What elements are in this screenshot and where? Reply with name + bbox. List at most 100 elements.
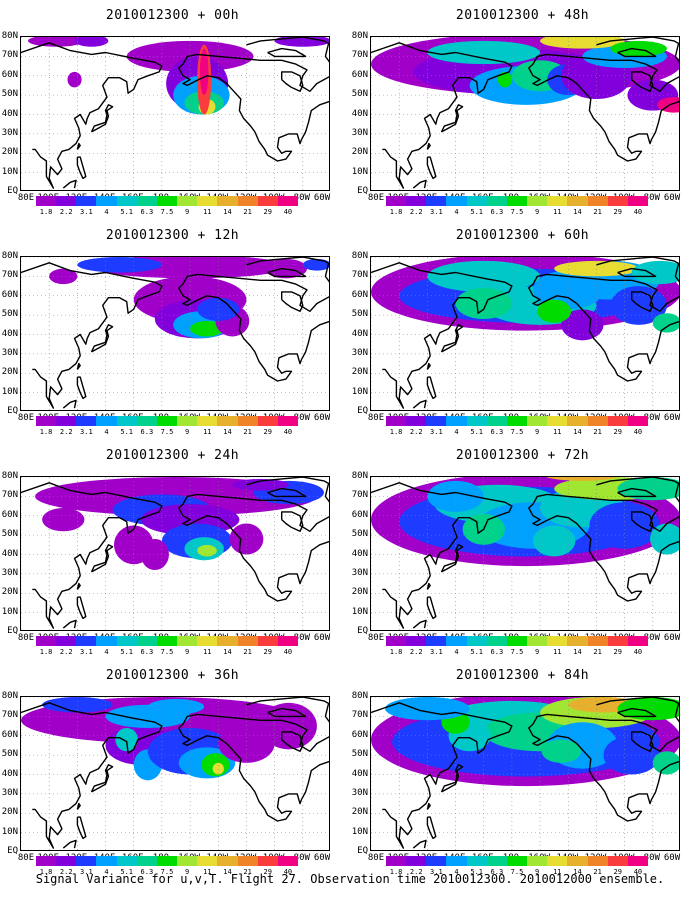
colorbar-label: 21	[593, 208, 602, 216]
lat-label: 30N	[1, 787, 18, 798]
colorbar-swatch	[466, 856, 487, 866]
lat-label: EQ	[357, 406, 368, 416]
coastline	[90, 324, 114, 353]
map-panel-36h: 2010012300 + 36h 80N 70N 60N 50N 40N 30N 20N 10N…	[0, 660, 345, 885]
colorbar-swatch	[96, 636, 117, 646]
colorbar-swatch	[446, 636, 467, 646]
colorbar-label: 14	[223, 208, 232, 216]
colorbar-label: 14	[573, 428, 582, 436]
coastline	[21, 702, 163, 849]
colorbar-swatch	[527, 636, 548, 646]
map-panel-00h: 2010012300 + 00h 80N 70N 60N 50N 40N 30N 20N 10N…	[0, 0, 345, 225]
coastline	[76, 816, 87, 840]
map-plot	[20, 476, 330, 631]
colorbar-label: 11	[553, 868, 562, 876]
colorbar-label: 1.8	[39, 428, 53, 436]
colorbar-swatch	[466, 196, 487, 206]
variance-contour	[218, 724, 275, 763]
colorbar-swatch	[217, 856, 238, 866]
colorbar-label: 40	[633, 648, 643, 656]
colorbar-label: 4	[454, 648, 459, 656]
variance-contour	[554, 260, 639, 277]
colorbar-swatch	[587, 196, 608, 206]
colorbar-swatch	[237, 636, 258, 646]
colorbar-label: 1.8	[389, 868, 403, 876]
lat-label: EQ	[7, 626, 18, 636]
colorbar-label: 11	[553, 428, 562, 436]
colorbar	[386, 416, 649, 426]
colorbar-label: 3.1	[430, 868, 443, 876]
coastline	[76, 582, 81, 590]
panel-title: 2010012300 + 00h	[105, 8, 240, 23]
colorbar-label: 3.1	[80, 208, 93, 216]
colorbar-label: 11	[553, 648, 562, 656]
colorbar-swatch	[277, 636, 299, 646]
colorbar-swatch	[446, 856, 467, 866]
colorbar-label: 9	[535, 208, 540, 216]
variance-contour	[541, 739, 581, 763]
coastline	[674, 42, 679, 63]
colorbar-label: 7.5	[510, 648, 524, 656]
coastline	[440, 764, 464, 793]
lat-label: 50N	[351, 529, 368, 540]
colorbar-label: 9	[535, 428, 540, 436]
colorbar-label: 4	[454, 428, 459, 436]
map-svg	[371, 257, 679, 410]
map-panel-72h: 2010012300 + 72h 80N 70N 60N 50N 40N 30N 20N 10N…	[350, 440, 695, 665]
lat-label: 50N	[351, 89, 368, 100]
coastline	[528, 493, 679, 602]
colorbar-swatch	[567, 636, 588, 646]
colorbar	[386, 196, 649, 206]
coastline	[178, 493, 329, 602]
lat-label: 80N	[351, 31, 368, 41]
colorbar-swatch	[36, 416, 57, 426]
lon-label: 60W	[663, 413, 681, 423]
lat-label: 50N	[1, 529, 18, 540]
lat-label: 70N	[351, 50, 368, 61]
lat-label: 60N	[1, 509, 18, 520]
map-plot	[20, 696, 330, 851]
coastline	[324, 482, 329, 503]
colorbar-label: 6.3	[140, 868, 154, 876]
colorbar-swatch	[446, 416, 467, 426]
map-plot	[370, 36, 680, 191]
coastline	[178, 273, 329, 382]
variance-contour	[42, 508, 85, 532]
coastline	[674, 262, 679, 283]
coastline	[324, 702, 329, 723]
colorbar-swatch	[76, 856, 97, 866]
colorbar-swatch	[406, 416, 427, 426]
colorbar-label: 29	[613, 208, 622, 216]
colorbar-label: 2.2	[59, 868, 73, 876]
coastline	[371, 42, 513, 189]
coastline	[76, 142, 81, 150]
map-svg	[21, 37, 329, 190]
map-svg	[371, 477, 679, 630]
coastline	[412, 179, 427, 189]
lon-label: 80W	[293, 413, 310, 423]
panel-title: 2010012300 + 24h	[105, 448, 240, 463]
colorbar-label: 29	[263, 868, 272, 876]
colorbar-swatch	[96, 196, 117, 206]
colorbar-swatch	[197, 856, 218, 866]
coastline	[371, 702, 513, 849]
colorbar-label: 9	[185, 428, 190, 436]
colorbar-swatch	[627, 636, 649, 646]
colorbar-swatch	[386, 416, 407, 426]
colorbar-swatch	[177, 196, 198, 206]
coastline	[412, 619, 427, 629]
coastline	[267, 487, 307, 498]
lat-label: 50N	[1, 309, 18, 320]
lat-label: 20N	[351, 807, 368, 818]
lat-label: 30N	[1, 347, 18, 358]
colorbar-label: 11	[203, 648, 212, 656]
panel-title: 2010012300 + 84h	[455, 668, 590, 683]
lon-label: 60W	[663, 853, 681, 863]
colorbar-label: 3.1	[430, 428, 443, 436]
colorbar-swatch	[277, 416, 299, 426]
colorbar-label: 7.5	[510, 208, 524, 216]
colorbar-label: 2.2	[409, 428, 423, 436]
lon-label: 60W	[663, 193, 681, 203]
colorbar-swatch	[527, 416, 548, 426]
lat-label: 40N	[1, 328, 18, 339]
